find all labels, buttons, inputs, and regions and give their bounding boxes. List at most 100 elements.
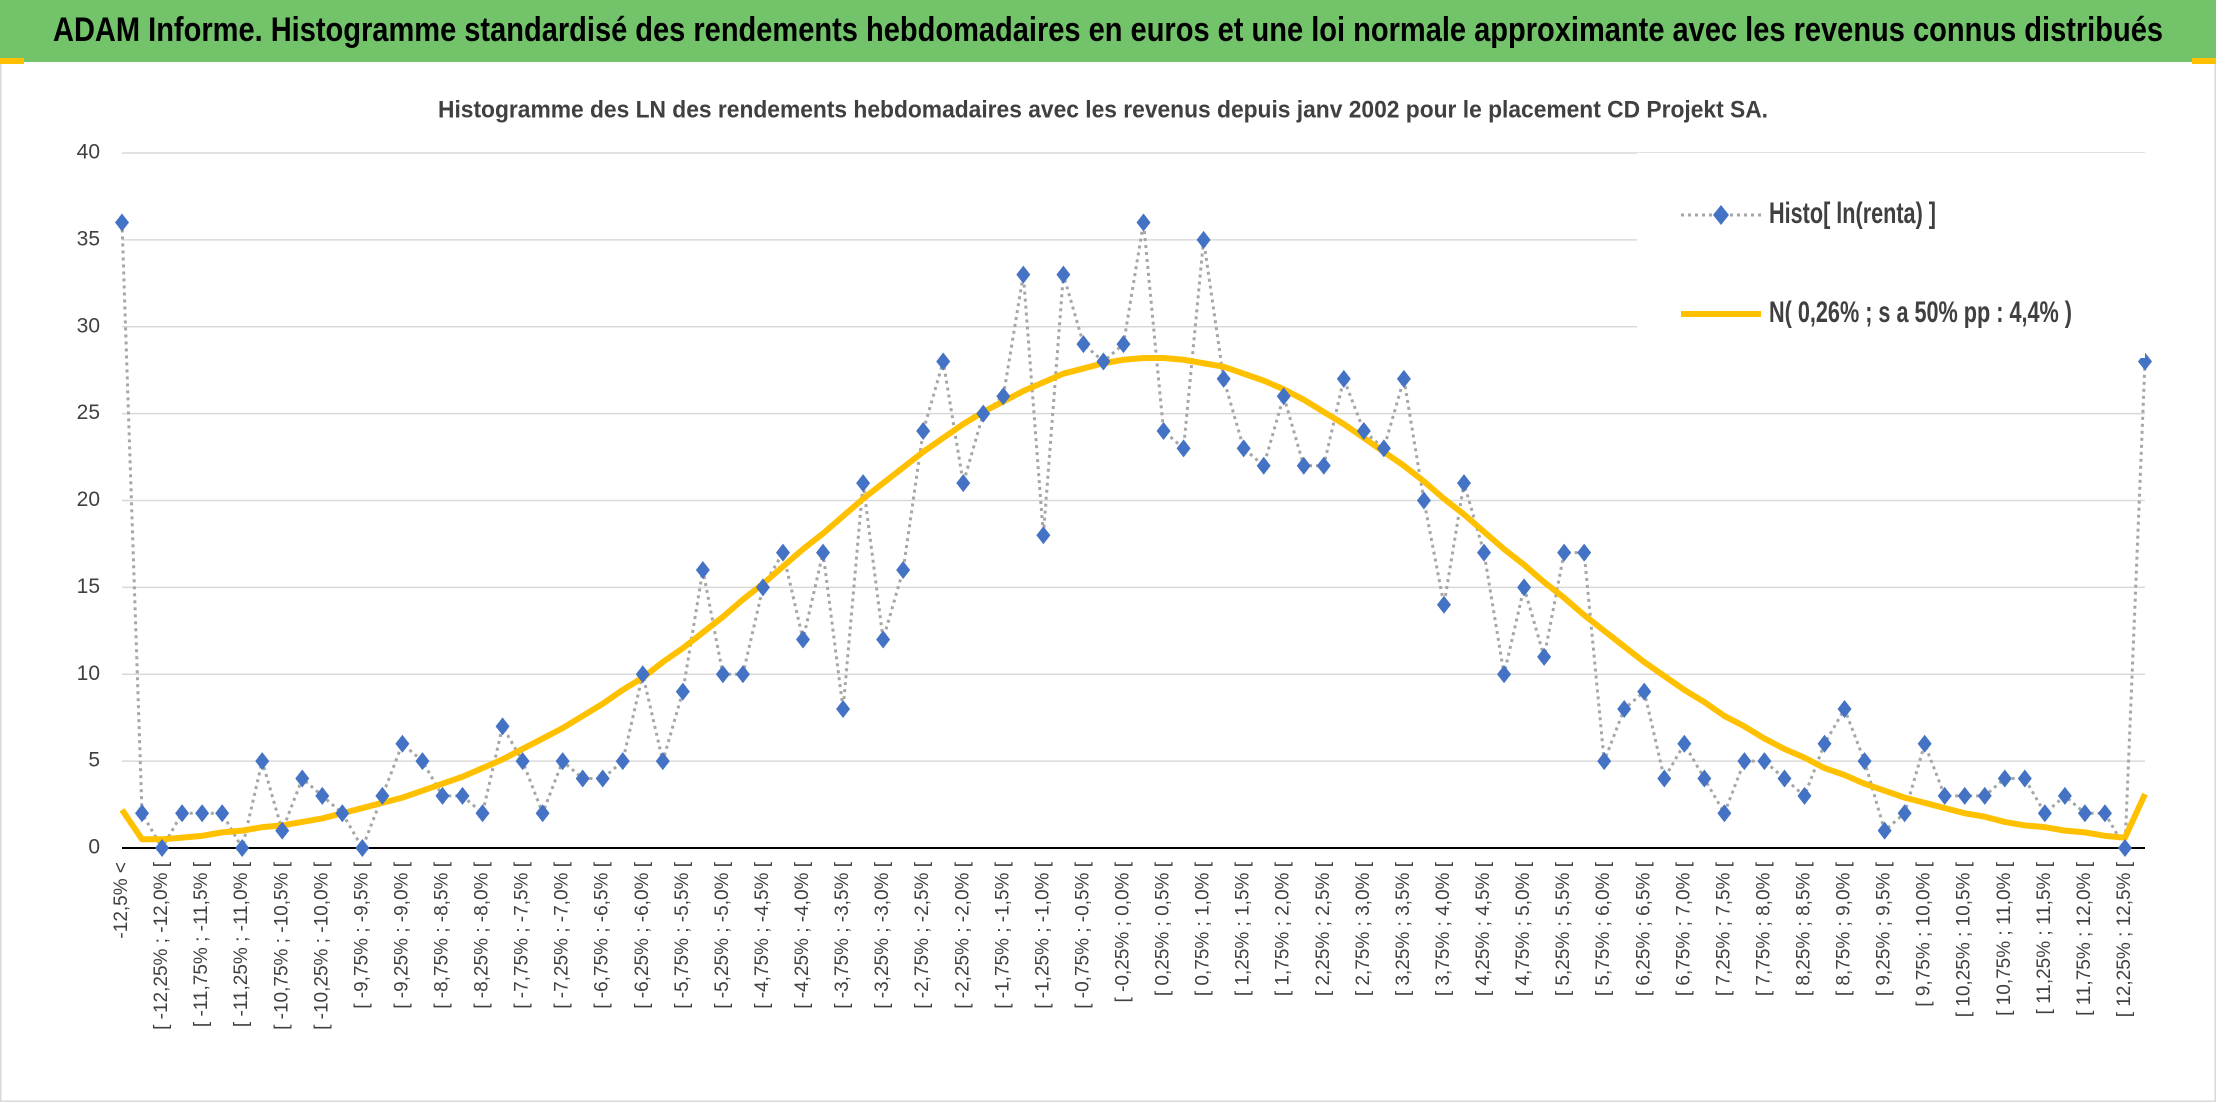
x-tick-label: [ 10,75% ; 11,0% [ (1994, 861, 2015, 1016)
corner-accent (2192, 58, 2216, 64)
data-point (1497, 665, 1512, 684)
x-tick-label: [ 9,75% ; 10,0% [ (1914, 861, 1935, 1006)
data-point (475, 804, 490, 823)
x-tick-label: [ -3,75% ; -3,5% [ (832, 861, 853, 1009)
x-tick-label: [ 11,75% ; 12,0% [ (2074, 861, 2095, 1016)
data-point (2057, 786, 2072, 805)
data-point (936, 352, 951, 371)
x-tick-label: [ 6,25% ; 6,5% [ (1633, 861, 1654, 996)
x-tick-label: [ 2,75% ; 3,0% [ (1353, 861, 1374, 996)
data-point (1677, 734, 1692, 753)
data-point (2117, 839, 2132, 857)
data-point (1316, 456, 1331, 475)
data-point (816, 543, 831, 562)
data-point (1416, 491, 1431, 510)
x-tick-label: [ -2,75% ; -2,5% [ (912, 861, 933, 1009)
x-tick-label: [ 0,25% ; 0,5% [ (1153, 861, 1174, 996)
data-point (655, 752, 670, 771)
data-point (1637, 682, 1652, 701)
data-point (675, 682, 690, 701)
legend-marker (1713, 205, 1729, 225)
x-tick-label: [ 1,25% ; 1,5% [ (1233, 861, 1254, 996)
data-point (1697, 769, 1712, 788)
header-title: ADAM Informe. Histogramme standardisé de… (53, 11, 2163, 49)
x-tick-label: [ 6,75% ; 7,0% [ (1673, 861, 1694, 996)
data-point (135, 804, 150, 823)
x-tick-label: [ -9,25% ; -9,0% [ (391, 861, 412, 1009)
x-tick-label: [ -1,75% ; -1,5% [ (992, 861, 1013, 1009)
data-point (355, 839, 370, 857)
y-tick-label: 10 (77, 662, 100, 685)
x-tick-label: [ 5,75% ; 6,0% [ (1593, 861, 1614, 996)
data-point (976, 404, 991, 423)
data-point (715, 665, 730, 684)
data-point (495, 717, 510, 736)
x-tick-label: [ 12,25% ; 12,5% [ (2114, 861, 2135, 1017)
data-point (916, 422, 931, 440)
data-point (175, 804, 190, 823)
y-tick-label: 15 (77, 575, 100, 598)
data-point (1657, 769, 1672, 788)
data-point (1857, 752, 1872, 771)
x-tick-label: [ -4,75% ; -4,5% [ (752, 861, 773, 1009)
data-point (1817, 734, 1832, 753)
x-tick-label: -12,5% < (111, 862, 132, 939)
data-point (295, 769, 310, 788)
data-point (155, 839, 170, 857)
data-point (255, 752, 270, 771)
data-point (375, 786, 390, 805)
x-tick-label: [ 1,75% ; 2,0% [ (1273, 861, 1294, 996)
data-point (1076, 335, 1091, 354)
data-point (1236, 439, 1251, 458)
data-point (1056, 265, 1071, 284)
data-point (1577, 543, 1592, 562)
data-point (1216, 369, 1231, 388)
data-point (1597, 752, 1612, 771)
data-point (435, 786, 450, 805)
data-point (1156, 422, 1171, 440)
data-point (615, 752, 630, 771)
data-point (1376, 439, 1391, 458)
x-tick-label: [ 8,25% ; 8,5% [ (1794, 861, 1815, 996)
data-point (315, 786, 330, 805)
data-point (1296, 456, 1311, 475)
x-tick-label: [ -8,75% ; -8,5% [ (431, 861, 452, 1009)
x-tick-label: [ -10,75% ; -10,5% [ (271, 861, 292, 1030)
data-point (275, 821, 290, 840)
data-point (1196, 230, 1211, 249)
data-point (956, 474, 971, 493)
data-point (1777, 769, 1792, 788)
data-point (115, 213, 129, 232)
x-tick-label: [ -5,25% ; -5,0% [ (712, 861, 733, 1009)
x-tick-label: [ -7,25% ; -7,0% [ (552, 861, 573, 1009)
y-tick-label: 20 (77, 488, 100, 511)
x-tick-label: [ -5,75% ; -5,5% [ (672, 861, 693, 1009)
data-point (796, 630, 811, 649)
data-point (996, 387, 1011, 406)
x-tick-label: [ -6,25% ; -6,0% [ (632, 861, 653, 1009)
x-tick-label: [ -11,75% ; -11,5% [ (191, 861, 212, 1027)
x-tick-label: [ -0,75% ; -0,5% [ (1072, 861, 1093, 1009)
x-tick-label: [ -9,75% ; -9,5% [ (351, 861, 372, 1009)
data-point (395, 734, 410, 753)
x-tick-label: [ 3,75% ; 4,0% [ (1433, 861, 1454, 996)
series-line (119, 355, 2148, 843)
data-point (195, 804, 210, 823)
data-point (555, 752, 570, 771)
data-point (235, 839, 250, 857)
data-point (575, 769, 590, 788)
x-tick-label: [ -3,25% ; -3,0% [ (872, 861, 893, 1009)
data-point (695, 561, 710, 579)
x-tick-label: [ -7,75% ; -7,5% [ (512, 861, 533, 1009)
data-point (836, 700, 851, 718)
data-point (1997, 769, 2012, 788)
corner-accent (0, 58, 24, 64)
x-tick-label: [ 4,75% ; 5,0% [ (1513, 861, 1534, 996)
y-tick-label: 35 (77, 227, 100, 250)
data-point (1757, 752, 1772, 771)
data-point (1557, 543, 1572, 562)
data-point (1336, 369, 1351, 388)
x-tick-label: [ -12,25% ; -12,0% [ (151, 861, 172, 1030)
